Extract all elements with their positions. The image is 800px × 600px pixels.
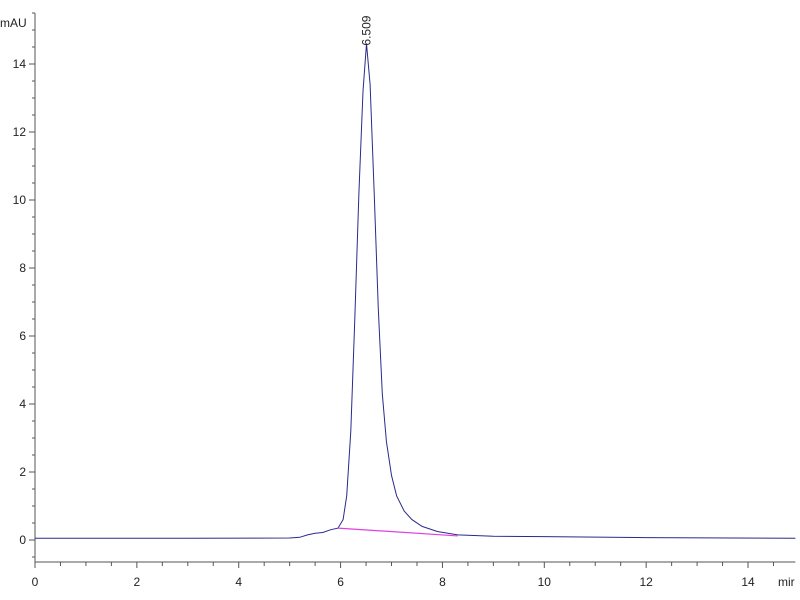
y-tick-label: 8 [19,261,26,275]
y-tick-label: 6 [19,329,26,343]
signal-trace [35,43,796,539]
x-tick-label: 6 [337,575,344,589]
y-tick-label: 10 [13,193,27,207]
x-tick-label: 14 [741,575,755,589]
y-axis-label: mAU [0,16,27,30]
x-tick-label: 4 [235,575,242,589]
x-tick-label: 0 [32,575,39,589]
y-tick-label: 14 [13,57,27,71]
y-tick-label: 0 [19,533,26,547]
y-tick-label: 12 [13,125,27,139]
x-axis-label: mir [778,575,795,589]
y-tick-label: 4 [19,397,26,411]
y-tick-label: 2 [19,465,26,479]
x-tick-label: 2 [134,575,141,589]
x-tick-label: 8 [439,575,446,589]
peak-label: 6.509 [360,15,374,45]
integration-baseline [337,527,458,537]
x-tick-label: 12 [639,575,653,589]
axes: 0 2 4 6 8 10 12 14 0 2 4 6 8 10 12 14 [13,12,796,589]
x-tick-label: 10 [538,575,552,589]
